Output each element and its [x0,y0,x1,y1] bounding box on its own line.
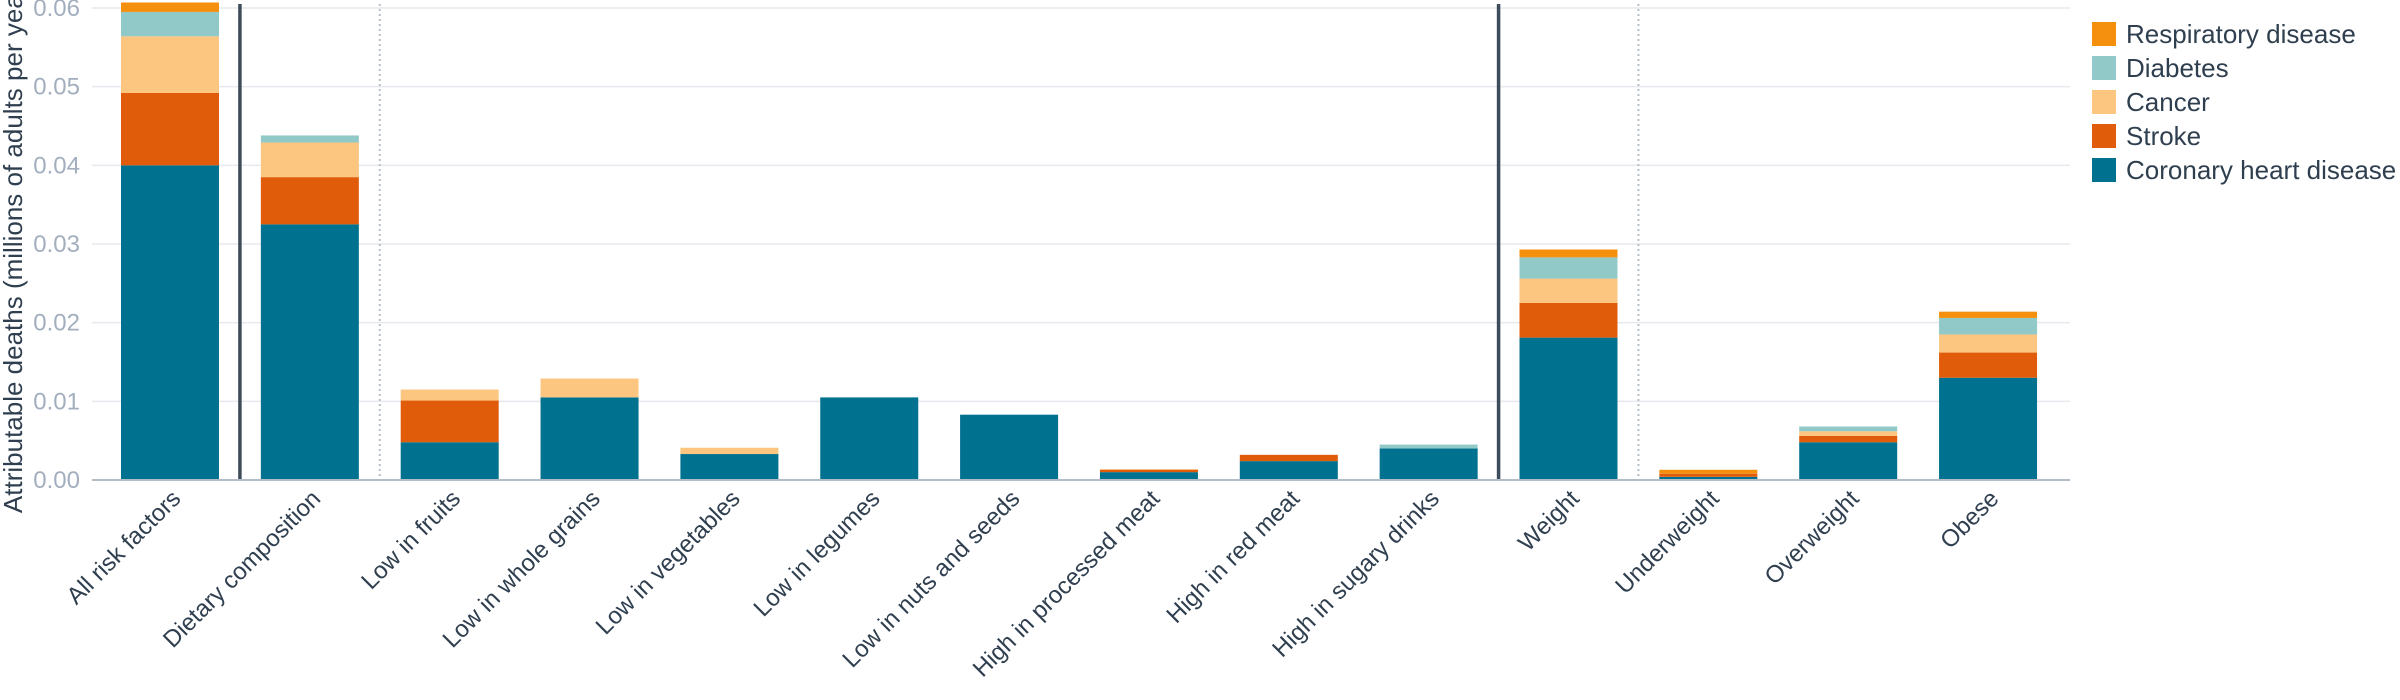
bar-segment[interactable] [1939,352,2038,378]
x-category-label: All risk factors [62,485,187,610]
bar-segment[interactable] [1099,472,1198,480]
group-separators [238,4,1640,480]
bar-segment[interactable] [1239,461,1338,480]
legend-swatch[interactable] [2092,90,2116,114]
y-axis-title: Attributable deaths (millions of adults … [0,0,28,513]
y-tick-label: 0.03 [33,231,80,258]
bar-segment[interactable] [1939,334,2038,353]
legend-swatch[interactable] [2092,22,2116,46]
y-axis-ticks: 0.00 0.01 0.02 0.03 0.04 0.05 0.06 [33,0,80,494]
y-tick-label: 0.00 [33,467,80,494]
bar-segment[interactable] [400,442,499,480]
bar-segment[interactable] [1939,311,2038,318]
bar-segment[interactable] [1519,249,1618,258]
x-category-label: Obese [1935,485,2004,554]
bar-segment[interactable] [1939,377,2038,480]
bar-segment[interactable] [680,454,779,480]
bar-segment[interactable] [680,447,779,455]
bar-segment[interactable] [1519,257,1618,279]
y-tick-label: 0.04 [33,152,80,179]
legend-label[interactable]: Stroke [2126,121,2201,151]
legend-label[interactable]: Respiratory disease [2126,19,2356,49]
x-category-label: Underweight [1610,485,1725,600]
legend-label[interactable]: Diabetes [2126,53,2229,83]
y-tick-label: 0.01 [33,388,80,415]
bar-segment[interactable] [540,397,639,480]
x-category-label: Low in whole grains [438,485,606,653]
bar-segment[interactable] [1799,426,1898,432]
bar-segment[interactable] [1519,337,1618,480]
y-tick-label: 0.02 [33,310,80,337]
x-category-label: Low in vegetables [591,485,746,640]
bar-segment[interactable] [400,389,499,401]
bar-segment[interactable] [820,397,919,480]
bar-segment[interactable] [260,135,359,143]
bar-segment[interactable] [121,165,219,481]
bar-segment[interactable] [1239,454,1338,462]
bar-segment[interactable] [400,400,499,443]
bar-segment[interactable] [1939,317,2038,335]
x-category-label: Weight [1513,485,1585,557]
bar-segment[interactable] [1099,469,1198,473]
bar-segment[interactable] [1659,473,1758,477]
y-tick-label: 0.06 [33,0,80,22]
bar-segment[interactable] [1519,303,1618,338]
x-category-label: Low in fruits [356,485,466,595]
bar-segment[interactable] [121,92,219,166]
legend-label[interactable]: Cancer [2126,87,2210,117]
gridlines [92,7,2070,403]
bar-segment[interactable] [121,11,219,37]
bar-segment[interactable] [1799,431,1898,436]
legend-label[interactable]: Coronary heart disease [2126,155,2396,185]
legend-swatch[interactable] [2092,124,2116,148]
bar-segment[interactable] [1659,476,1758,480]
bar-segment[interactable] [121,36,219,93]
bar-segment[interactable] [121,2,219,12]
bar-segment[interactable] [540,378,639,398]
y-tick-label: 0.05 [33,74,80,101]
bars [121,2,2038,481]
legend-swatch[interactable] [2092,158,2116,182]
x-category-label: Low in legumes [748,485,885,622]
x-category-label: Overweight [1760,485,1865,590]
bar-segment[interactable] [1799,435,1898,443]
legend-swatch[interactable] [2092,56,2116,80]
bar-segment[interactable] [1099,468,1198,470]
bar-segment[interactable] [1799,442,1898,480]
bar-segment[interactable] [260,142,359,178]
bar-segment[interactable] [1379,448,1478,480]
bar-segment[interactable] [1519,278,1618,303]
bar-segment[interactable] [260,224,359,480]
x-category-label: High in red meat [1161,485,1305,629]
bar-segment[interactable] [960,414,1059,480]
bar-segment[interactable] [1659,469,1758,474]
legend[interactable]: Respiratory disease Diabetes Cancer Stroke C… [2092,19,2396,185]
x-category-label: Dietary composition [158,485,326,653]
bar-segment[interactable] [260,177,359,225]
bar-segment[interactable] [1379,444,1478,449]
